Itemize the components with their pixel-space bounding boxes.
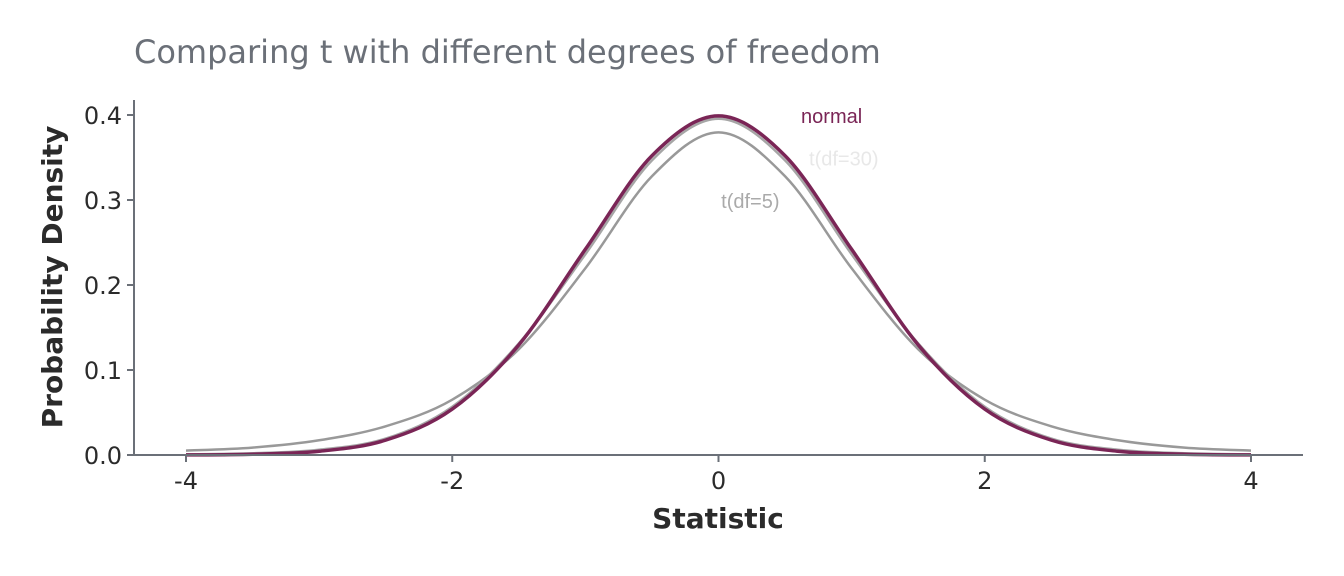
axes: -4 -2 0 2 4 0.0 0.1 0.2 0.3 0.4	[84, 100, 1303, 495]
x-tick-label: 0	[711, 467, 726, 495]
y-tick-label: 0.2	[84, 272, 122, 300]
x-tick-label: -2	[440, 467, 464, 495]
series-layer	[185, 114, 1252, 457]
x-tick-label: 2	[977, 467, 992, 495]
x-tick-label: 4	[1243, 467, 1258, 495]
y-tick-label: 0.1	[84, 357, 122, 385]
y-tick-label: 0.4	[84, 102, 122, 130]
y-axis-title: Probability Density	[36, 126, 69, 429]
y-tick-label: 0.3	[84, 187, 122, 215]
series-line-t-df-5	[185, 131, 1252, 452]
series-label-t-df-5: t(df=5)	[721, 191, 779, 213]
series-line-normal	[185, 114, 1252, 457]
series-line-t-df-30	[185, 117, 1252, 456]
x-axis-title: Statistic	[652, 502, 784, 535]
series-label-t-df-30: t(df=30)	[809, 149, 878, 171]
y-tick-label: 0.0	[84, 442, 122, 470]
chart-title: Comparing t with different degrees of fr…	[134, 33, 881, 71]
series-label-normal: normal	[801, 106, 862, 128]
x-tick-label: -4	[174, 467, 198, 495]
annotation-layer: normal t(df=30) t(df=5)	[721, 106, 878, 213]
